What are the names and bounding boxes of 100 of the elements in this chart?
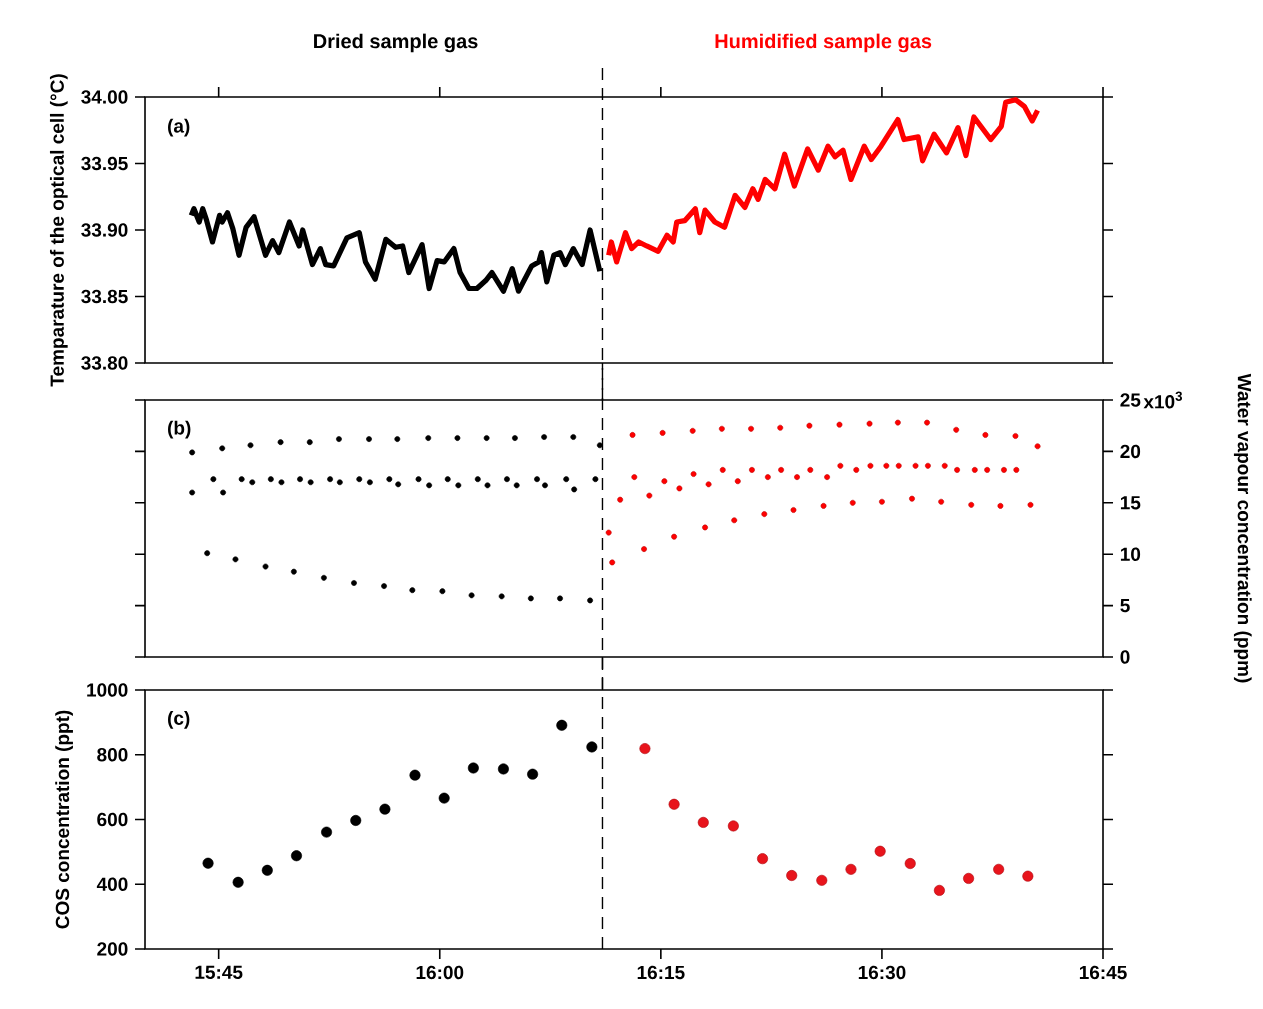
point	[415, 476, 422, 483]
point	[646, 492, 653, 499]
point	[262, 563, 269, 570]
point	[356, 476, 363, 483]
point	[297, 476, 303, 483]
point	[395, 481, 402, 488]
point	[468, 592, 475, 599]
point	[689, 427, 696, 434]
point	[571, 486, 578, 493]
point	[790, 507, 797, 513]
point	[879, 498, 885, 505]
point	[941, 462, 948, 469]
point	[498, 593, 505, 600]
point	[189, 449, 196, 456]
point	[671, 533, 678, 540]
point	[534, 476, 540, 483]
point	[993, 863, 1005, 875]
point	[702, 524, 708, 531]
x-tick-label: 15:45	[195, 965, 243, 979]
point	[409, 587, 416, 594]
point	[586, 741, 598, 753]
point	[982, 432, 989, 438]
y-tick-label: 33.95	[81, 156, 128, 171]
point	[1034, 443, 1041, 450]
annotation: (a)	[168, 118, 190, 137]
point	[938, 498, 945, 505]
point	[816, 874, 828, 886]
point	[425, 435, 432, 441]
point	[883, 462, 890, 469]
y-tick-label: 34.00	[81, 90, 128, 104]
point	[631, 474, 638, 480]
point	[963, 872, 975, 884]
point	[394, 436, 401, 442]
point	[837, 462, 844, 469]
point	[527, 768, 539, 780]
point	[1022, 870, 1034, 882]
point	[541, 434, 548, 440]
point	[454, 435, 461, 441]
point	[912, 462, 919, 469]
y2-tick-label: 20	[1120, 444, 1141, 459]
point	[596, 442, 603, 449]
point	[336, 436, 342, 442]
point	[261, 864, 273, 876]
point	[278, 479, 285, 486]
point	[867, 462, 874, 469]
point	[806, 422, 813, 429]
point	[556, 719, 568, 731]
y-tick-label: 33.90	[81, 223, 128, 237]
point	[690, 471, 697, 477]
point	[1013, 467, 1020, 473]
point	[512, 435, 518, 441]
y-axis-title: Temparature of the optical cell (°C)	[49, 74, 68, 387]
point	[336, 479, 343, 486]
point	[474, 476, 481, 483]
point	[247, 442, 254, 449]
point	[845, 863, 857, 875]
point	[587, 597, 593, 604]
point	[232, 876, 244, 888]
point	[659, 429, 666, 436]
y2-tick-label: 5	[1120, 598, 1130, 613]
y2-axis-title: Water vapour concentration (ppm)	[1233, 373, 1252, 683]
point	[924, 419, 930, 426]
point	[570, 434, 577, 440]
point	[617, 496, 624, 503]
point	[542, 482, 548, 489]
point	[874, 845, 886, 857]
point	[483, 435, 490, 441]
point	[513, 482, 520, 489]
text: x10$^{3}$	[1143, 391, 1183, 409]
y2-tick-label: 15	[1120, 496, 1141, 510]
point	[997, 502, 1004, 509]
point	[1012, 433, 1019, 439]
annotation: (b)	[168, 420, 191, 439]
point	[953, 426, 960, 433]
point	[984, 467, 991, 473]
point	[1027, 501, 1034, 508]
y-tick-label: 33.85	[81, 289, 128, 304]
point	[438, 792, 450, 804]
point	[306, 439, 313, 446]
point	[379, 803, 391, 815]
point	[794, 474, 800, 480]
point	[484, 482, 491, 489]
point	[718, 425, 725, 432]
point	[497, 763, 509, 775]
point	[734, 478, 741, 485]
point	[350, 814, 362, 826]
point	[290, 568, 297, 575]
point	[426, 482, 433, 489]
point	[557, 595, 563, 602]
point	[321, 574, 327, 581]
point	[676, 485, 683, 492]
point	[527, 595, 534, 602]
point	[748, 425, 754, 432]
y2-tick-label: 25	[1120, 393, 1141, 407]
point	[321, 826, 333, 838]
x-tick-label: 16:30	[858, 965, 906, 980]
point	[563, 476, 570, 483]
point	[731, 517, 738, 524]
y-tick-label: 400	[96, 877, 128, 891]
point	[705, 481, 712, 488]
